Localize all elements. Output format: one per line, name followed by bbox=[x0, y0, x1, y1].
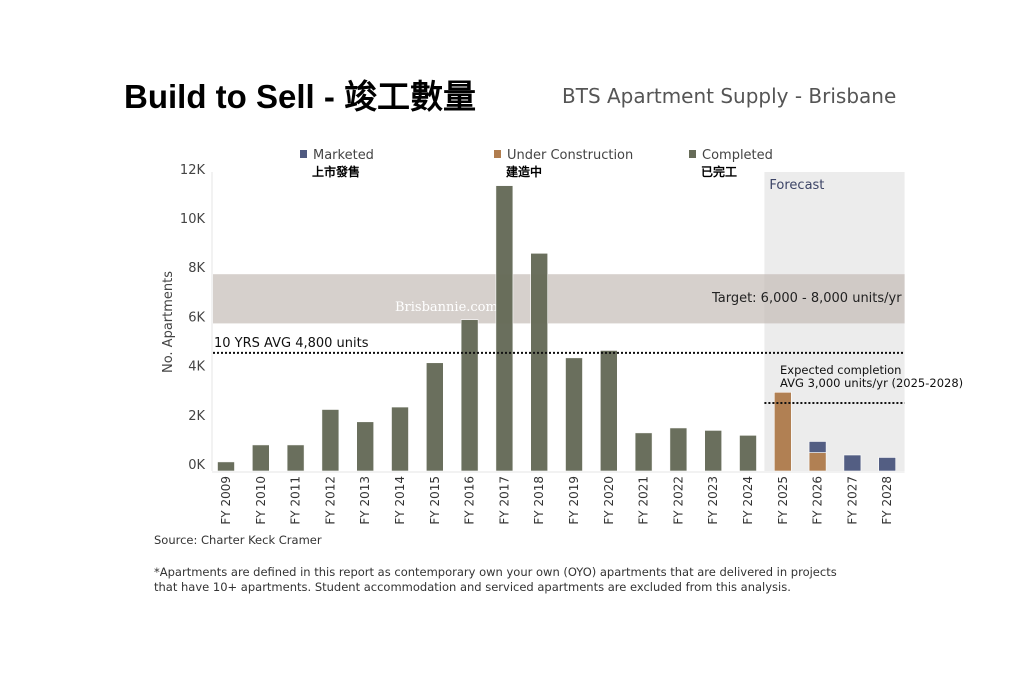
bar-completed bbox=[634, 432, 653, 472]
legend-label-zh: 已完工 bbox=[701, 164, 737, 179]
target-band bbox=[213, 274, 905, 324]
x-tick-label: FY 2027 bbox=[845, 476, 859, 525]
target-band-label: Target: 6,000 - 8,000 units/yr bbox=[711, 291, 902, 306]
y-tick-label: 2K bbox=[188, 409, 205, 424]
legend-label-zh: 建造中 bbox=[505, 164, 542, 179]
x-tick-label: FY 2023 bbox=[706, 476, 720, 525]
bar-completed bbox=[356, 421, 375, 472]
source-note: Source: Charter Keck Cramer bbox=[154, 533, 322, 547]
bar-completed bbox=[565, 357, 583, 472]
avg-line-label: 10 YRS AVG 4,800 units bbox=[214, 336, 369, 351]
legend-swatch bbox=[689, 150, 696, 158]
bar-under-construction bbox=[773, 391, 792, 472]
expected-label-1: Expected completion bbox=[780, 363, 901, 377]
bar-completed bbox=[391, 406, 409, 472]
x-tick-label: FY 2020 bbox=[602, 476, 616, 525]
forecast-label: Forecast bbox=[769, 178, 824, 193]
bar-marketed bbox=[878, 457, 897, 472]
expected-label-2: AVG 3,000 units/yr (2025-2028) bbox=[780, 376, 963, 390]
x-tick-label: FY 2016 bbox=[463, 476, 477, 525]
legend-label: Completed bbox=[702, 148, 773, 163]
chart-subtitle: BTS Apartment Supply - Brisbane bbox=[562, 84, 897, 108]
bar-completed bbox=[599, 350, 618, 472]
y-tick-label: 8K bbox=[188, 261, 205, 276]
bar-marketed bbox=[843, 454, 862, 472]
y-tick-label: 12K bbox=[180, 163, 206, 178]
x-tick-label: FY 2013 bbox=[358, 476, 372, 525]
x-tick-label: FY 2026 bbox=[811, 476, 825, 525]
legend-label-zh: 上市發售 bbox=[312, 164, 360, 179]
x-tick-label: FY 2021 bbox=[637, 476, 651, 525]
x-tick-label: FY 2017 bbox=[497, 476, 511, 525]
x-tick-label: FY 2024 bbox=[741, 476, 755, 525]
footnote-line-2: that have 10+ apartments. Student accomm… bbox=[154, 580, 791, 594]
x-tick-label: FY 2014 bbox=[393, 476, 407, 525]
legend-label: Under Construction bbox=[507, 148, 633, 163]
bar-completed bbox=[669, 427, 688, 472]
x-tick-label: FY 2015 bbox=[428, 476, 442, 525]
bar-completed bbox=[425, 362, 444, 472]
x-tick-label: FY 2025 bbox=[776, 476, 790, 525]
legend-swatch bbox=[494, 150, 501, 158]
page-title: Build to Sell - 竣工數量 bbox=[124, 78, 476, 115]
x-tick-label: FY 2019 bbox=[567, 476, 581, 525]
watermark: Brisbannie.com bbox=[395, 300, 498, 315]
bar-completed bbox=[460, 319, 479, 472]
bar-completed bbox=[252, 444, 270, 472]
bar-completed bbox=[286, 444, 305, 472]
bar-completed bbox=[217, 461, 235, 472]
y-axis-label: No. Apartments bbox=[161, 271, 176, 373]
y-tick-label: 4K bbox=[188, 360, 205, 375]
x-tick-label: FY 2009 bbox=[219, 476, 233, 525]
legend-label: Marketed bbox=[313, 148, 374, 163]
x-tick-label: FY 2011 bbox=[289, 476, 303, 525]
bar-completed bbox=[530, 252, 549, 472]
x-tick-label: FY 2010 bbox=[254, 476, 268, 525]
x-tick-label: FY 2028 bbox=[880, 476, 894, 525]
legend-swatch bbox=[300, 150, 307, 158]
x-tick-label: FY 2022 bbox=[671, 476, 685, 525]
y-tick-label: 10K bbox=[180, 212, 206, 227]
bar-completed bbox=[704, 430, 723, 472]
footnote-line-1: *Apartments are defined in this report a… bbox=[154, 565, 837, 579]
y-tick-label: 6K bbox=[188, 310, 205, 325]
y-tick-label: 0K bbox=[188, 458, 205, 473]
bar-completed bbox=[321, 409, 340, 472]
bar-marketed bbox=[808, 441, 827, 453]
bar-completed bbox=[495, 185, 514, 472]
x-tick-label: FY 2012 bbox=[323, 476, 337, 525]
bar-completed bbox=[739, 435, 757, 472]
bar-under-construction bbox=[808, 452, 827, 472]
x-tick-label: FY 2018 bbox=[532, 476, 546, 525]
